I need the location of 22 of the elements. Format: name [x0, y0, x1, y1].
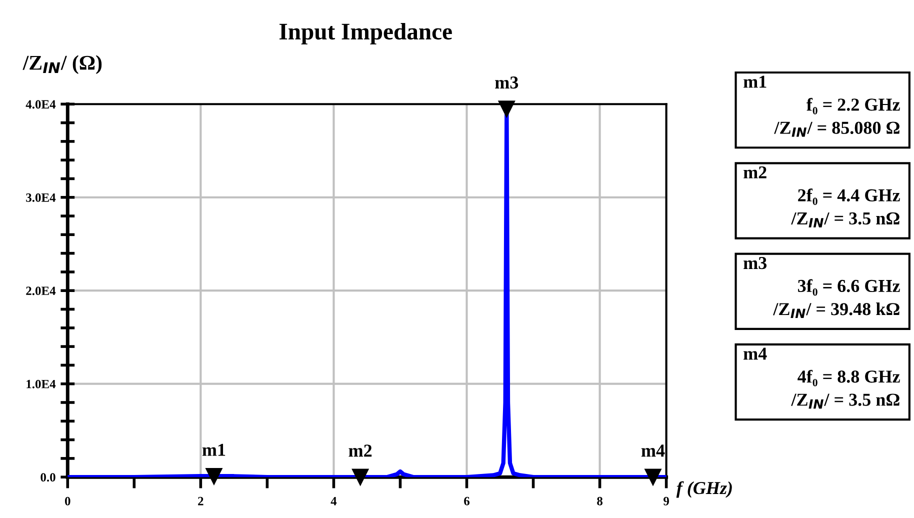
- annotation: m4: [641, 444, 665, 457]
- y-tick-label: 0.0: [40, 473, 56, 482]
- x-axis-title: f (GHz): [676, 481, 732, 498]
- y-tick-label: 1.0E4: [26, 380, 56, 388]
- text: m3 3f₀ = 6.6 GHz /Z$_{IN}$/ = 39.48 kΩ: [744, 256, 900, 318]
- text: m1 f₀ = 2.2 GHz /Z$_{IN}$/ = 85.080 Ω: [744, 76, 900, 137]
- y-axis-title: /Z$_{IN}$/ (Ω): [22, 55, 102, 74]
- y-tick-label: 2.0E4: [26, 286, 56, 296]
- y-tick-label: 4.0E4: [26, 100, 56, 109]
- y-tick-label: 3.0E4: [26, 193, 56, 202]
- x-tick-label: 8: [597, 496, 602, 506]
- x-tick-label: 0: [64, 496, 70, 506]
- x-tick-label: 2: [198, 496, 204, 506]
- x-tick-label: 9: [664, 496, 669, 506]
- x-tick-label: 4: [330, 496, 337, 506]
- annotation: m3: [495, 76, 518, 89]
- chart-title: Input Impedance: [279, 22, 452, 44]
- x-tick-label: 6: [464, 496, 470, 506]
- text: m4 4f₀ = 8.8 GHz /Z$_{IN}$/ = 3.5 nΩ: [744, 348, 900, 409]
- annotation: m2: [348, 444, 372, 457]
- text: m2 2f₀ = 4.4 GHz /Z$_{IN}$/ = 3.5 nΩ: [744, 166, 900, 228]
- annotation: m1: [202, 444, 226, 456]
